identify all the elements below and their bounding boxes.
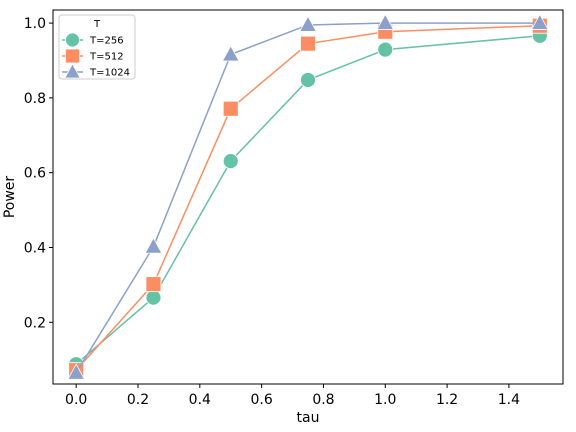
data-point xyxy=(300,35,316,52)
legend-items: T=256 T=512 T=1024 xyxy=(62,32,130,79)
y-tick-label: 0.6 xyxy=(24,166,46,182)
series-line xyxy=(75,35,540,365)
legend-title: T xyxy=(93,19,101,30)
legend-item: T=256 xyxy=(62,32,124,48)
y-axis-label: Power xyxy=(2,176,18,219)
ticks-group: 0.0 0.2 0.4 0.6 0.8 1.0 1.2 1.4 0.2 0.4 0.6 0.8 1.0 xyxy=(24,16,520,408)
data-point xyxy=(222,100,239,117)
data-point xyxy=(377,41,394,58)
data-point xyxy=(222,153,239,169)
y-tick-label: 1.0 xyxy=(24,16,46,32)
x-tick-label: 0.8 xyxy=(312,392,334,408)
legend-marker xyxy=(64,63,81,79)
legend-item: T=1024 xyxy=(62,63,130,79)
series-line xyxy=(75,22,540,374)
data-point xyxy=(144,237,163,254)
x-axis-label: tau xyxy=(297,410,320,426)
legend: T T=256 T=512 T=1024 xyxy=(58,14,136,80)
series-group xyxy=(67,13,549,380)
legend-marker xyxy=(65,48,80,64)
data-point xyxy=(530,13,549,30)
y-tick-label: 0.4 xyxy=(24,240,46,256)
legend-marker xyxy=(65,32,80,48)
x-tick-label: 0.6 xyxy=(251,392,273,408)
legend-label: T=256 xyxy=(89,36,124,47)
x-tick-label: 1.4 xyxy=(498,392,520,408)
y-tick-label: 0.2 xyxy=(24,315,46,331)
data-point xyxy=(300,72,316,88)
x-tick-label: 1.2 xyxy=(436,392,458,408)
x-tick-label: 0.0 xyxy=(65,392,87,408)
x-tick-label: 0.2 xyxy=(127,392,149,408)
legend-item: T=512 xyxy=(62,48,124,64)
data-point xyxy=(67,363,86,380)
data-point xyxy=(221,45,240,62)
data-point xyxy=(145,289,162,306)
x-tick-label: 0.4 xyxy=(189,392,211,408)
legend-label: T=1024 xyxy=(89,68,130,79)
data-point xyxy=(376,13,395,30)
series-line xyxy=(75,24,540,371)
series-t-256 xyxy=(68,27,548,373)
axes-frame xyxy=(52,9,564,385)
x-tick-label: 1.0 xyxy=(374,392,396,408)
y-tick-label: 0.8 xyxy=(24,91,46,107)
data-point xyxy=(145,276,162,293)
legend-label: T=512 xyxy=(89,52,124,63)
data-point xyxy=(299,15,317,32)
series-t-1024 xyxy=(67,13,549,380)
